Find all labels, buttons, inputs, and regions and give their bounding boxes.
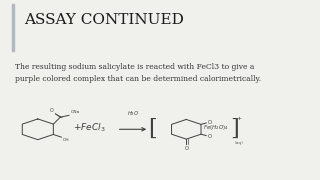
Text: $+$: $+$	[236, 114, 242, 122]
Text: OH: OH	[62, 138, 69, 142]
Text: $H_2O$: $H_2O$	[127, 109, 139, 118]
Text: ASSAY CONTINUED: ASSAY CONTINUED	[24, 13, 184, 27]
Text: O: O	[208, 134, 212, 139]
Text: ONa: ONa	[71, 110, 80, 114]
Text: (aq): (aq)	[235, 141, 243, 145]
Text: O: O	[50, 108, 54, 113]
Text: ]: ]	[230, 118, 239, 140]
Text: The resulting sodium salicylate is reacted with FeCl3 to give a
purple colored c: The resulting sodium salicylate is react…	[15, 63, 261, 83]
Text: O: O	[184, 146, 188, 151]
Text: [: [	[148, 118, 156, 140]
Bar	[12, 4, 14, 51]
Text: $+FeCl_3$: $+FeCl_3$	[73, 121, 106, 134]
Text: $Fe(H_2O)_4$: $Fe(H_2O)_4$	[203, 123, 229, 132]
Text: O: O	[208, 120, 212, 125]
